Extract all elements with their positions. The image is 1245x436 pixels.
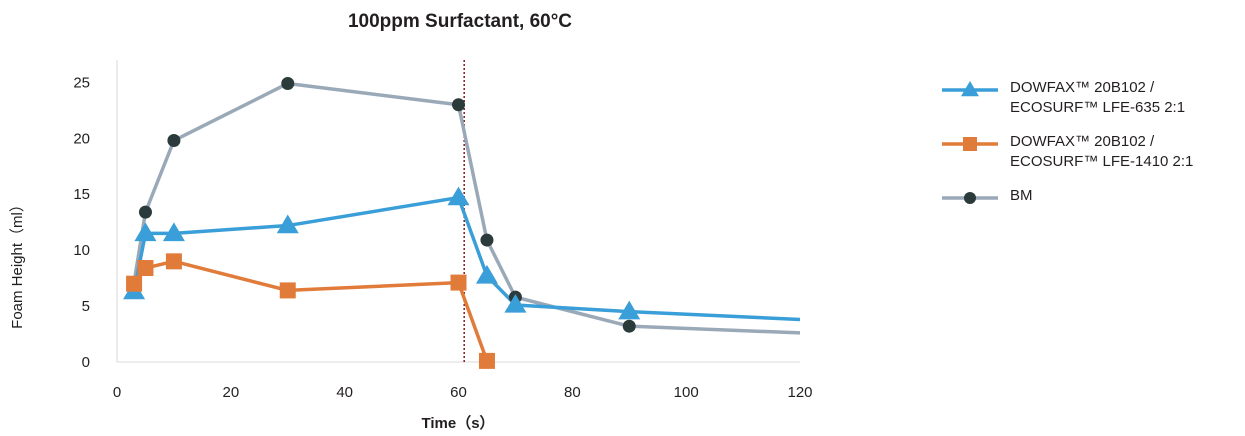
y-tick-label: 10 bbox=[73, 242, 90, 259]
y-axis-label: Foam Height（ml） bbox=[9, 197, 26, 329]
series-2-point bbox=[279, 282, 296, 299]
series-3-point bbox=[281, 76, 295, 90]
x-tick-label: 60 bbox=[450, 384, 467, 401]
series-2-point bbox=[137, 260, 154, 277]
legend-item-series-1: DOWFAX™ 20B102 / ECOSURF™ LFE-635 2:1 bbox=[940, 78, 1240, 128]
series-3-point bbox=[480, 233, 494, 247]
x-tick-label: 0 bbox=[113, 384, 121, 401]
series-3-point bbox=[452, 98, 465, 112]
x-tick-label: 40 bbox=[336, 384, 353, 401]
x-tick-label: 120 bbox=[787, 384, 812, 401]
x-tick-label: 20 bbox=[222, 384, 239, 401]
series-line-3 bbox=[132, 81, 801, 335]
series-2-point bbox=[450, 274, 467, 291]
series-2-point bbox=[126, 275, 143, 292]
chart-legend: DOWFAX™ 20B102 / ECOSURF™ LFE-635 2:1 DO… bbox=[940, 78, 1240, 240]
series-markers bbox=[123, 76, 641, 369]
x-tick-label: 80 bbox=[564, 384, 581, 401]
series-2-point bbox=[478, 352, 495, 369]
legend-swatch-circle bbox=[942, 192, 998, 204]
series-line-2 bbox=[132, 259, 489, 362]
chart-title: 100ppm Surfactant, 60°C bbox=[348, 11, 572, 32]
y-tick-label: 25 bbox=[73, 74, 90, 91]
series-1-point bbox=[162, 222, 185, 242]
series-lines bbox=[132, 81, 801, 362]
legend-label: BM bbox=[1010, 187, 1033, 204]
y-axis-ticks: 0 5 10 15 20 25 bbox=[73, 74, 90, 371]
x-axis-label: Time（s） bbox=[421, 414, 494, 432]
legend-label: DOWFAX™ 20B102 / ECOSURF™ LFE-635 2:1 bbox=[1010, 79, 1186, 116]
series-3-point bbox=[622, 319, 636, 333]
y-tick-label: 5 bbox=[82, 298, 90, 315]
legend-marker bbox=[963, 137, 977, 151]
legend-marker bbox=[964, 192, 976, 204]
series-1-point bbox=[276, 214, 299, 234]
legend-marker bbox=[961, 81, 979, 97]
series-1-point bbox=[475, 264, 498, 284]
legend-label: DOWFAX™ 20B102 / ECOSURF™ LFE-1410 2:1 bbox=[1010, 133, 1194, 170]
series-3-point bbox=[138, 205, 152, 219]
series-1-point bbox=[447, 186, 470, 206]
series-1-point bbox=[618, 300, 641, 320]
series-2-point bbox=[165, 253, 182, 270]
x-axis-ticks: 0 20 40 60 80 100 120 bbox=[113, 384, 813, 401]
legend-swatch-square bbox=[942, 137, 998, 151]
y-tick-label: 15 bbox=[73, 186, 90, 203]
series-1-point bbox=[134, 222, 157, 242]
y-tick-label: 0 bbox=[82, 354, 90, 371]
y-tick-label: 20 bbox=[73, 130, 90, 147]
series-3-point bbox=[167, 134, 181, 148]
series-1-point bbox=[504, 293, 527, 313]
legend-swatch-triangle bbox=[942, 81, 998, 97]
legend-item-series-2: DOWFAX™ 20B102 / ECOSURF™ LFE-1410 2:1 bbox=[940, 132, 1240, 182]
legend-item-series-3: BM bbox=[940, 186, 1240, 236]
x-tick-label: 100 bbox=[674, 384, 699, 401]
